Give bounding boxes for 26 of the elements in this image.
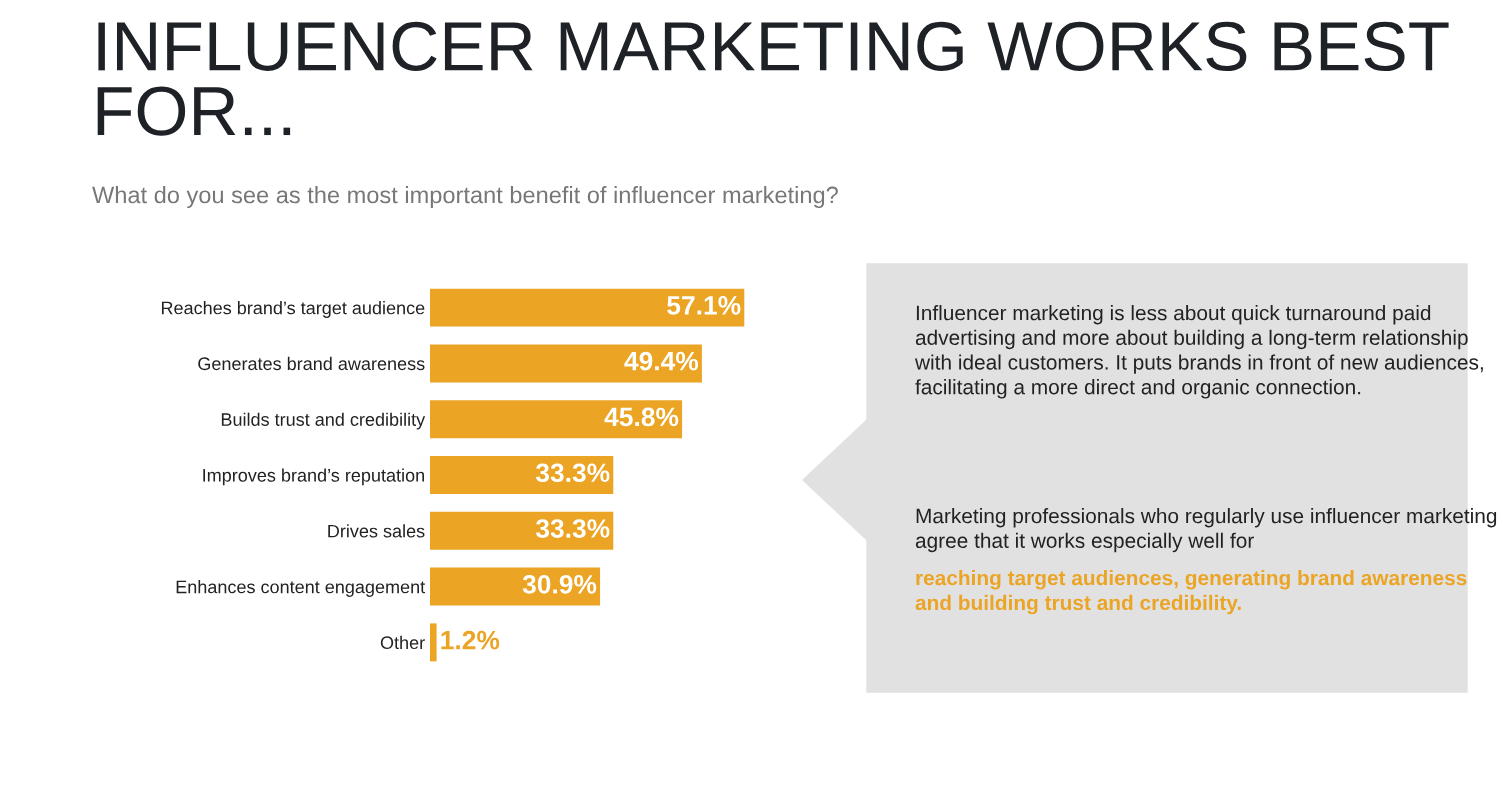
y-tick-label: Drives sales — [328, 524, 425, 538]
bar — [430, 567, 601, 606]
y-tick-label: Generates brand awareness — [198, 356, 425, 371]
bar — [430, 400, 683, 439]
y-tick-label: Enhances content engagement — [176, 580, 426, 597]
bar — [430, 456, 614, 494]
chart-subtitle: What do you see as the most important benefit of influencer marketing? — [92, 186, 838, 208]
data-label: 57.1% — [667, 296, 741, 315]
bar — [430, 288, 745, 327]
text: reaching target audiences, generating brand awareness and building trust and credibility. — [915, 570, 1467, 615]
y-tick-label: Reaches brand’s target audience — [161, 301, 425, 318]
data-label: 45.8% — [604, 407, 679, 427]
data-label: 33.3% — [535, 519, 610, 538]
data-label: 30.9% — [522, 574, 597, 594]
data-label: 33.3% — [535, 463, 610, 483]
y-tick-label: Builds trust and credibility — [221, 412, 426, 430]
bar — [430, 511, 614, 550]
text: Influencer marketing is less about quick turnaround paid advertising and more about building a long-term relationship with ideal customers. It puts brands in front of new audiences, facilitating a more direct and organic connection. — [914, 305, 1483, 399]
data-label: 49.4% — [624, 351, 699, 371]
y-tick-label: Improves brand’s reputation — [203, 468, 424, 486]
y-tick-label: Other — [380, 635, 425, 650]
text: Marketing professionals who regularly use influencer marketing agree that it works especially well for — [915, 508, 1497, 553]
chart-title: INFLUENCER MARKETING WORKS BEST FOR... — [97, 21, 1449, 136]
bar — [430, 623, 437, 662]
data-label: 1.2% — [441, 630, 500, 650]
bar — [430, 344, 702, 383]
